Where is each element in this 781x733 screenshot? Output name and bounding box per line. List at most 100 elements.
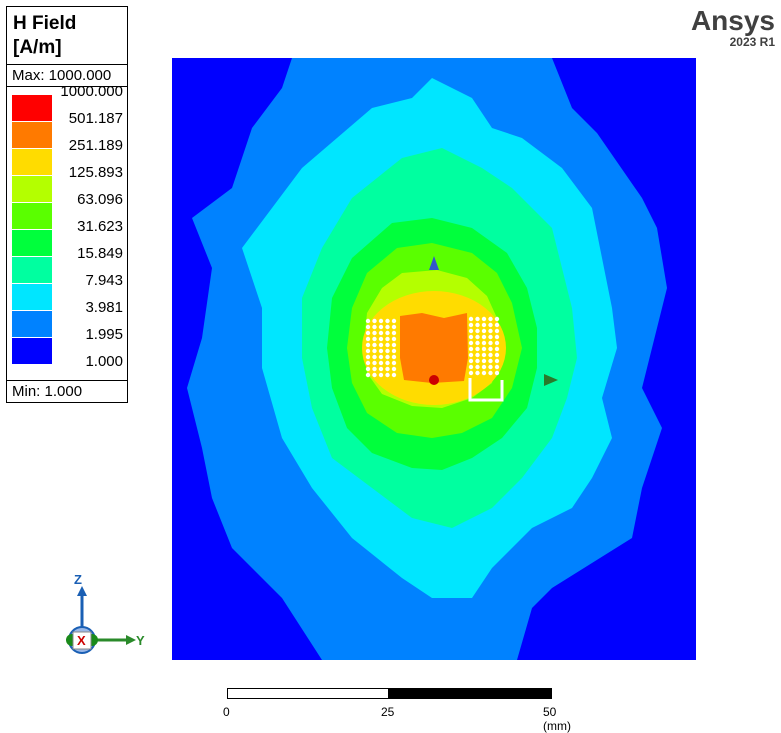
- legend-tick: 1.995: [85, 326, 123, 343]
- coil-dot: [488, 364, 493, 370]
- coil-dot: [481, 358, 487, 364]
- coil-dot: [378, 366, 384, 372]
- coil-dot: [378, 336, 384, 342]
- coil-dot: [475, 322, 480, 328]
- coil-dot: [391, 336, 397, 342]
- scale-label-25: 25: [381, 705, 395, 719]
- coil-dot: [378, 348, 384, 354]
- coil-dot: [378, 330, 384, 336]
- coil-dot: [468, 370, 474, 376]
- origin-marker: [429, 375, 439, 385]
- coil-dot: [488, 334, 493, 340]
- legend-swatch-5: [12, 230, 52, 256]
- legend-tick: 501.187: [68, 110, 123, 127]
- coil-dot: [494, 340, 500, 346]
- coil-dot: [372, 360, 377, 366]
- coil-dot: [385, 330, 390, 336]
- legend-min: Min: 1.000: [7, 380, 127, 402]
- coil-dot: [481, 334, 487, 340]
- coil-winding-right: [468, 316, 500, 376]
- coil-dot: [391, 348, 397, 354]
- coil-dot: [468, 322, 474, 328]
- coil-dot: [481, 370, 487, 376]
- field-legend: H Field [A/m] Max: 1000.000 1000.000 501…: [6, 6, 128, 403]
- legend-tick: 125.893: [68, 164, 123, 181]
- coil-dot: [391, 366, 397, 372]
- ansys-logo: Ansys 2023 R1: [690, 5, 775, 49]
- coil-dot: [468, 340, 474, 346]
- coil-bracket: [468, 378, 504, 402]
- coil-dot: [481, 352, 487, 358]
- triad-y-label: Y: [136, 633, 145, 648]
- legend-swatch-4: [12, 203, 52, 229]
- coil-dot: [378, 324, 384, 330]
- coil-dot: [372, 330, 377, 336]
- coil-dot: [468, 352, 474, 358]
- scale-label-50: 50 (mm): [543, 705, 571, 733]
- coil-dot: [365, 324, 371, 330]
- coil-dot: [378, 360, 384, 366]
- brand-name: Ansys: [690, 5, 775, 36]
- coil-dot: [365, 336, 371, 342]
- coil-dot: [372, 372, 377, 378]
- legend-tick: 63.096: [77, 191, 123, 208]
- contour-501187: [400, 313, 468, 383]
- coil-dot: [481, 322, 487, 328]
- coil-dot: [365, 366, 371, 372]
- coil-dot: [391, 372, 397, 378]
- coil-dot: [494, 328, 500, 334]
- scale-label-0: 0: [223, 705, 230, 719]
- coil-dot: [488, 340, 493, 346]
- legend-swatch-2: [12, 149, 52, 175]
- coil-dot: [365, 360, 371, 366]
- coil-dot: [385, 342, 390, 348]
- legend-swatch-3: [12, 176, 52, 202]
- triad-svg: [66, 586, 136, 654]
- legend-tick: 31.623: [77, 218, 123, 235]
- coil-dot: [488, 328, 493, 334]
- coil-dot: [378, 318, 384, 324]
- coil-dot: [468, 328, 474, 334]
- coil-dot: [468, 334, 474, 340]
- coil-dot: [494, 352, 500, 358]
- triad-x-label: X: [77, 633, 86, 648]
- coil-dot: [385, 318, 390, 324]
- coil-dot: [488, 370, 493, 376]
- coil-dot: [385, 354, 390, 360]
- legend-swatch-1: [12, 122, 52, 148]
- coil-dot: [385, 336, 390, 342]
- coil-dot: [365, 330, 371, 336]
- coil-dot: [391, 354, 397, 360]
- coil-dot: [378, 372, 384, 378]
- coil-dot: [372, 366, 377, 372]
- triad-z-label: Z: [74, 572, 82, 587]
- coil-dot: [385, 372, 390, 378]
- coil-dot: [488, 358, 493, 364]
- scale-bar-white-segment: [227, 688, 389, 699]
- brand-version: 2023 R1: [729, 35, 775, 49]
- field-plot-viewport[interactable]: [172, 58, 696, 660]
- coil-dot: [494, 358, 500, 364]
- coil-dot: [391, 330, 397, 336]
- coil-dot: [481, 328, 487, 334]
- legend-swatch-6: [12, 257, 52, 283]
- coil-dot: [372, 348, 377, 354]
- arrow-right-marker: [544, 374, 558, 386]
- coil-dot: [488, 316, 493, 322]
- coil-dot: [378, 354, 384, 360]
- legend-tick: 3.981: [85, 299, 123, 316]
- coil-dot: [365, 342, 371, 348]
- coil-dot: [494, 316, 500, 322]
- coil-dot: [488, 352, 493, 358]
- coil-dot: [385, 360, 390, 366]
- scale-bar: 0 25 50 (mm): [223, 688, 571, 733]
- legend-tick: 251.189: [68, 137, 123, 154]
- coil-dot: [475, 340, 480, 346]
- coil-dot: [372, 336, 377, 342]
- coil-dot: [481, 364, 487, 370]
- coil-dot: [365, 318, 371, 324]
- coil-dot: [468, 346, 474, 352]
- scale-bar-black-segment: [389, 688, 552, 699]
- coil-dot: [468, 364, 474, 370]
- coil-dot: [494, 334, 500, 340]
